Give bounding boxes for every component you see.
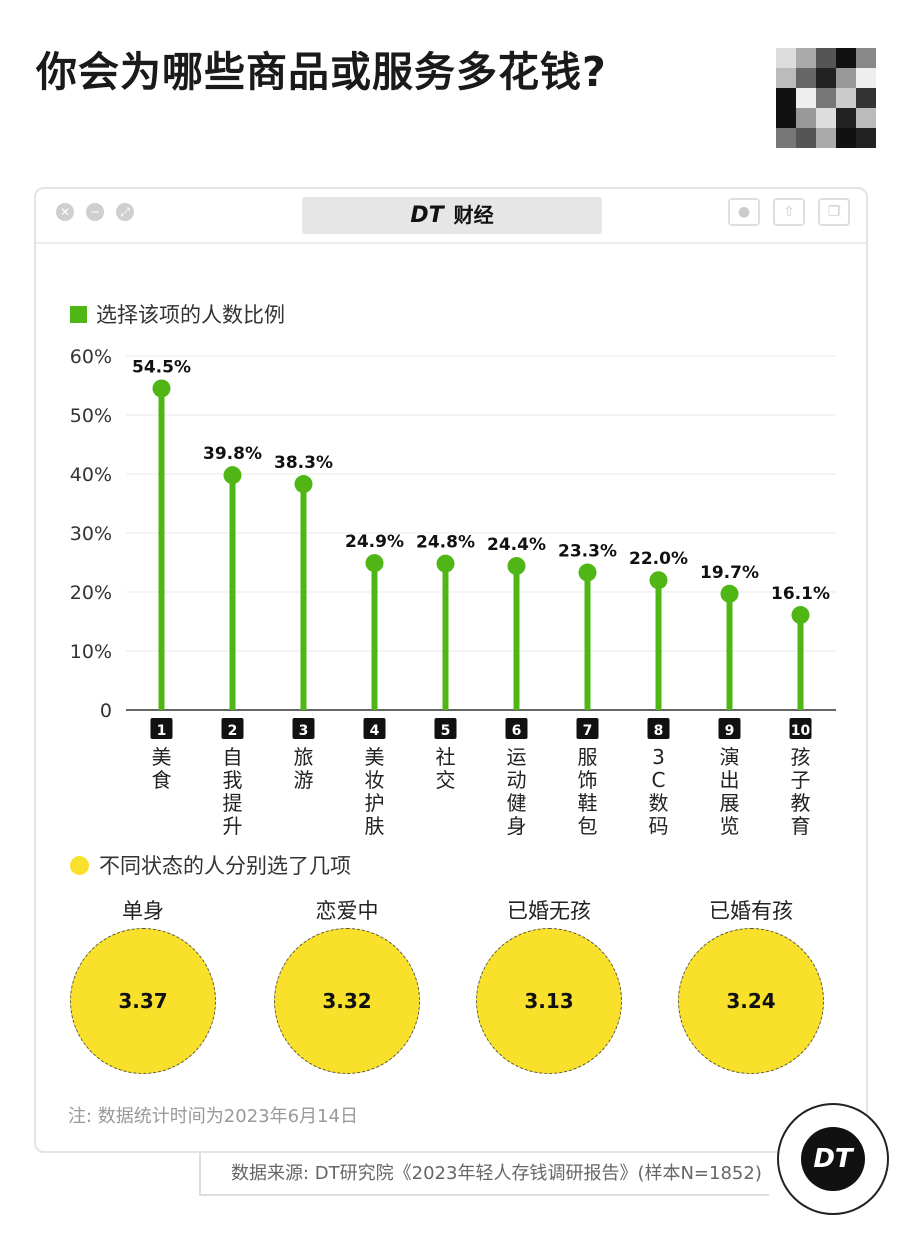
page-title: 你会为哪些商品或服务多花钱? bbox=[36, 48, 607, 96]
bubble-category-label: 单身 bbox=[122, 899, 164, 923]
bubble-category-label: 已婚无孩 bbox=[507, 899, 591, 923]
bar-legend: 选择该项的人数比例 bbox=[70, 299, 285, 329]
brand-bar: DT 财经 bbox=[302, 197, 602, 234]
share-icon[interactable]: ⇧ bbox=[773, 198, 805, 226]
bubble-value: 3.13 bbox=[476, 928, 622, 1074]
bubble-value: 3.24 bbox=[678, 928, 824, 1074]
legend-square bbox=[70, 305, 87, 323]
bubble-category-label: 恋爱中 bbox=[315, 899, 379, 923]
footnote: 注: 数据统计时间为2023年6月14日 bbox=[68, 1106, 358, 1127]
brand-mark: DT bbox=[410, 203, 444, 228]
legend-dot bbox=[70, 855, 89, 875]
minimize-icon[interactable]: − bbox=[86, 203, 104, 221]
source-line: 数据来源: DT研究院《2023年轻人存钱调研报告》(样本N=1852) bbox=[199, 1152, 769, 1196]
brand-name: 财经 bbox=[453, 203, 494, 227]
copy-icon[interactable]: ❐ bbox=[818, 198, 850, 226]
dt-logo-mark: DT bbox=[801, 1127, 865, 1191]
bubble-value: 3.32 bbox=[274, 928, 420, 1074]
bar-legend-label: 选择该项的人数比例 bbox=[96, 303, 285, 327]
circle-legend: 不同状态的人分别选了几项 bbox=[70, 850, 351, 880]
circle-legend-label: 不同状态的人分别选了几项 bbox=[99, 854, 351, 878]
bubble-value: 3.37 bbox=[70, 928, 216, 1074]
window-toolbar: ✕ − ⤢ DT 财经 ● ⇧ ❐ bbox=[36, 189, 866, 244]
dt-logo: DT bbox=[777, 1103, 889, 1215]
bubble-category-label: 已婚有孩 bbox=[709, 899, 793, 923]
record-icon[interactable]: ● bbox=[728, 198, 760, 226]
qr-code bbox=[776, 48, 876, 148]
restore-icon[interactable]: ⤢ bbox=[116, 203, 134, 221]
close-icon[interactable]: ✕ bbox=[56, 203, 74, 221]
